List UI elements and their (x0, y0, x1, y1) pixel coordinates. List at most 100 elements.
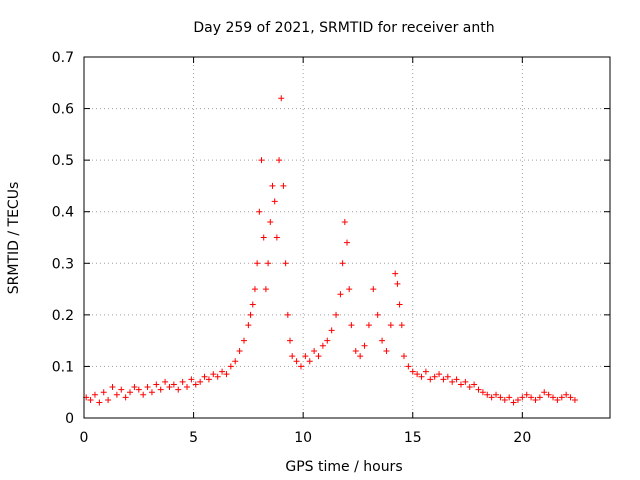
data-point (157, 386, 164, 393)
data-point (414, 371, 421, 378)
data-point (405, 363, 412, 370)
data-point (192, 381, 199, 388)
x-tick-label: 5 (189, 430, 198, 446)
data-point (251, 286, 258, 293)
data-point (497, 394, 504, 401)
y-tick-label: 0 (65, 411, 74, 427)
data-point (162, 378, 169, 385)
data-point (541, 389, 548, 396)
grid (84, 57, 610, 418)
data-point (519, 394, 526, 401)
data-point (361, 342, 368, 349)
data-point (339, 260, 346, 267)
data-point (510, 399, 517, 406)
plot-frame (83, 56, 611, 419)
data-point (545, 391, 552, 398)
data-point (140, 391, 147, 398)
data-point (523, 391, 530, 398)
data-point (205, 376, 212, 383)
data-point (453, 376, 460, 383)
data-point (245, 322, 252, 329)
x-tick-label: 10 (294, 430, 312, 446)
data-point (374, 311, 381, 318)
data-point (254, 260, 261, 267)
data-point (484, 391, 491, 398)
x-tick-label: 15 (404, 430, 422, 446)
data-point (282, 260, 289, 267)
data-point (284, 311, 291, 318)
data-point (297, 363, 304, 370)
y-tick-label: 0.3 (52, 256, 74, 272)
data-point (188, 376, 195, 383)
data-point (278, 95, 285, 102)
data-point (506, 394, 513, 401)
data-point (280, 182, 287, 189)
data-point (289, 353, 296, 360)
data-point (387, 322, 394, 329)
data-point (148, 389, 155, 396)
data-point (91, 391, 98, 398)
data-point (175, 386, 182, 393)
data-point (427, 376, 434, 383)
data-point (256, 208, 263, 215)
data-point (567, 394, 574, 401)
data-point (357, 353, 364, 360)
data-point (449, 378, 456, 385)
data-point (319, 342, 326, 349)
x-tick-label: 0 (80, 430, 89, 446)
data-point (514, 396, 521, 403)
data-point (422, 368, 429, 375)
data-point (227, 363, 234, 370)
data-point (396, 301, 403, 308)
data-point (440, 376, 447, 383)
y-tick-label: 0.5 (52, 153, 74, 169)
data-point (475, 386, 482, 393)
data-point (501, 396, 508, 403)
data-point (488, 394, 495, 401)
data-point (418, 373, 425, 380)
data-point (113, 391, 120, 398)
data-point (267, 219, 274, 226)
data-point (201, 373, 208, 380)
data-point (87, 396, 94, 403)
data-point (105, 396, 112, 403)
data-point (337, 291, 344, 298)
data-point (466, 384, 473, 391)
data-point (100, 389, 107, 396)
data-point (550, 394, 557, 401)
data-point (184, 384, 191, 391)
data-point (479, 389, 486, 396)
y-tick-label: 0.4 (52, 205, 74, 221)
data-point (352, 347, 359, 354)
data-point (96, 399, 103, 406)
data-point (493, 391, 500, 398)
data-point (223, 371, 230, 378)
data-point (236, 347, 243, 354)
data-point (302, 353, 309, 360)
data-point (247, 311, 254, 318)
data-point (118, 386, 125, 393)
x-tick-label: 20 (513, 430, 531, 446)
data-point (210, 371, 217, 378)
data-point (324, 337, 331, 344)
data-point (383, 347, 390, 354)
data-point (398, 322, 405, 329)
data-point (409, 368, 416, 375)
data-point (528, 394, 535, 401)
data-point (341, 219, 348, 226)
data-point (166, 384, 173, 391)
data-point (444, 373, 451, 380)
data-point (306, 358, 313, 365)
data-point (287, 337, 294, 344)
data-point (293, 358, 300, 365)
data-point (276, 157, 283, 164)
data-point (365, 322, 372, 329)
data-point (431, 373, 438, 380)
data-point (269, 182, 276, 189)
data-point (563, 391, 570, 398)
data-point (346, 286, 353, 293)
y-tick-label: 0.1 (52, 359, 74, 375)
data-point (536, 394, 543, 401)
data-point (348, 322, 355, 329)
